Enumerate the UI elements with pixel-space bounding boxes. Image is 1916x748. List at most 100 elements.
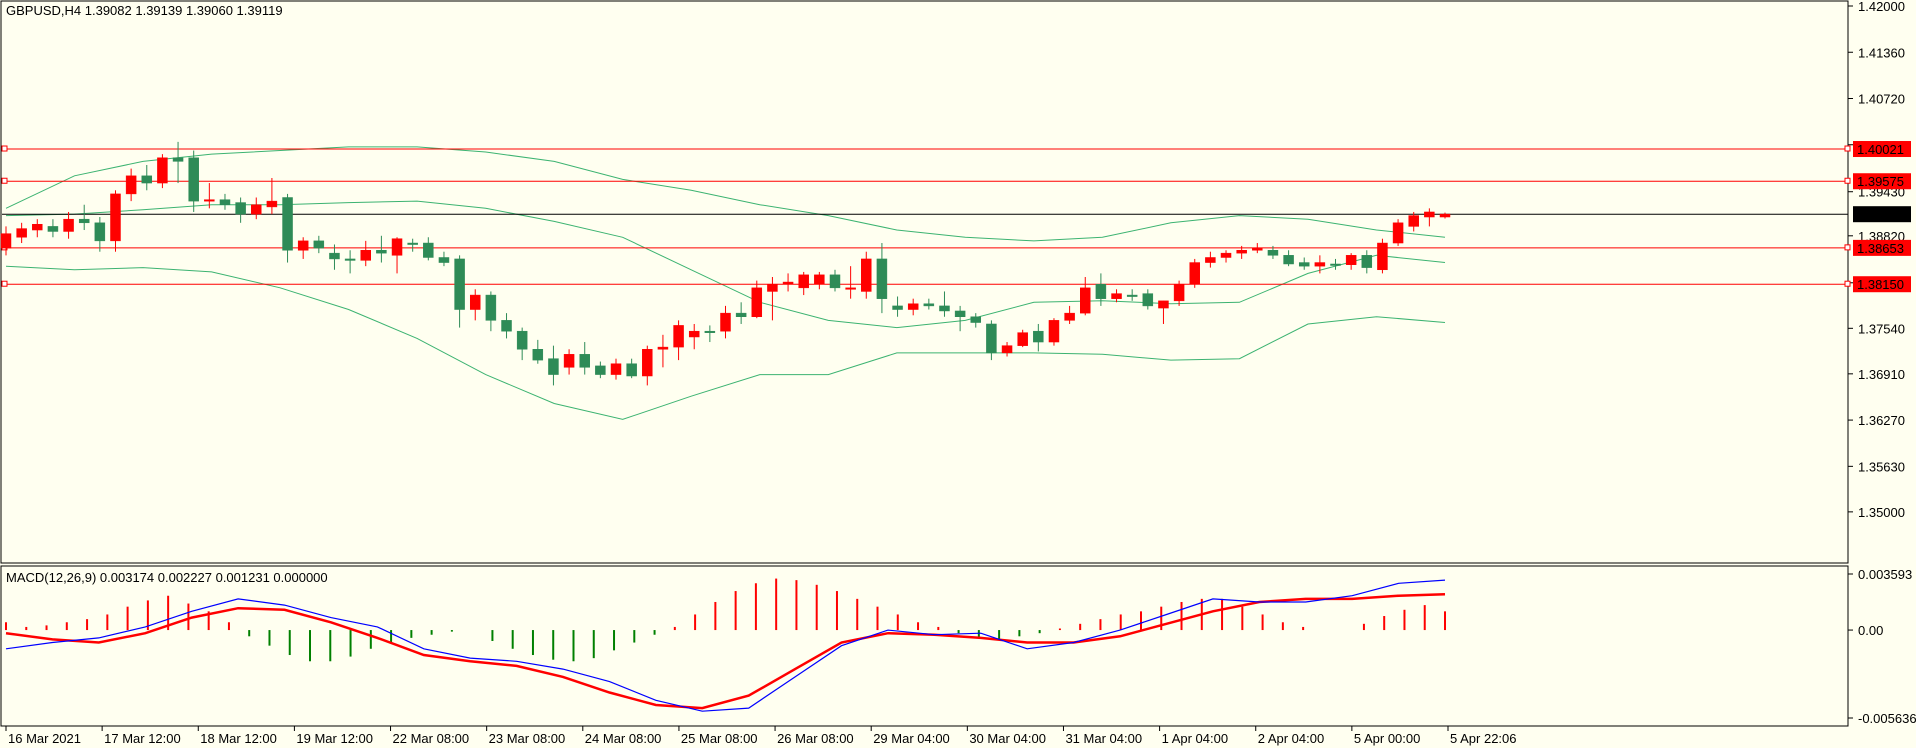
y-tick-label: 1.40720	[1858, 92, 1905, 107]
candle-body	[1330, 263, 1341, 266]
candle-body	[767, 283, 778, 292]
candle-body	[1126, 294, 1138, 297]
candle-body	[1205, 257, 1216, 263]
candle-body	[94, 222, 106, 242]
candle-body	[438, 257, 450, 263]
candle-body	[642, 349, 653, 377]
candle-body	[266, 200, 278, 208]
candle-body	[688, 330, 700, 338]
candle-body	[78, 218, 90, 224]
candle-body	[157, 157, 168, 184]
level-price-tags: 1.40021 1.39575 1.38653 1.38150 1.39119	[1853, 141, 1911, 293]
x-tick-label: 1 Apr 04:00	[1162, 731, 1229, 746]
candle-body	[939, 305, 950, 312]
candle-body	[1439, 213, 1451, 218]
candle-body	[861, 258, 872, 292]
macd-y-tick-label: 0.003593	[1858, 567, 1912, 582]
macd-signal-line	[5, 592, 1446, 710]
level-tag-bg	[1853, 141, 1911, 158]
candle-body	[469, 294, 481, 310]
candle-body	[579, 354, 590, 368]
level-anchor-right	[1844, 145, 1851, 152]
x-tick-label: 31 Mar 04:00	[1065, 731, 1142, 746]
candle-body	[970, 316, 982, 323]
candle-body	[1064, 312, 1075, 321]
candle-body	[1111, 293, 1122, 299]
candle-body	[1001, 345, 1013, 354]
candle-body	[1283, 255, 1294, 265]
candle-body	[1408, 215, 1419, 227]
y-tick-label: 1.36910	[1858, 367, 1905, 382]
candle-body	[47, 226, 59, 232]
candle-body	[798, 274, 809, 289]
y-tick-label: 1.42000	[1858, 0, 1905, 14]
macd-header: MACD(12,26,9) 0.003174 0.002227 0.001231…	[6, 570, 328, 585]
level-anchor-right	[1844, 280, 1851, 287]
x-tick-label: 26 Mar 08:00	[777, 731, 854, 746]
candle-body	[704, 330, 716, 333]
y-tick-label: 1.37540	[1858, 321, 1905, 336]
candle-body	[344, 258, 356, 261]
candle-body	[876, 258, 888, 299]
band-lower	[5, 265, 1446, 420]
level-tag-label: 1.38653	[1857, 241, 1904, 256]
x-tick-label: 29 Mar 04:00	[873, 731, 950, 746]
candle-body	[829, 274, 841, 289]
level-tag-label: 1.40021	[1857, 142, 1904, 157]
candlesticks	[0, 141, 1451, 386]
macd-main-line	[5, 579, 1446, 712]
candle-body	[563, 354, 575, 368]
level-tag-bg	[1853, 173, 1911, 190]
candle-body	[391, 238, 403, 256]
candle-body	[0, 233, 12, 249]
horizontal-levels	[1, 145, 1851, 287]
level-anchor-left	[1, 145, 8, 152]
candle-body	[907, 303, 919, 310]
current-price-tag-bg	[1853, 206, 1911, 223]
y-tick-label: 1.41360	[1858, 45, 1905, 60]
candle-body	[923, 303, 935, 307]
x-tick-label: 18 Mar 12:00	[200, 731, 277, 746]
candle-body	[282, 197, 293, 251]
candle-body	[1158, 300, 1169, 309]
candle-body	[32, 223, 43, 231]
candle-body	[735, 312, 747, 317]
candle-body	[1142, 293, 1154, 307]
candle-body	[626, 363, 637, 377]
level-anchor-right	[1844, 177, 1851, 184]
level-tag-bg	[1853, 276, 1911, 293]
candle-body	[297, 240, 309, 251]
candle-body	[501, 320, 512, 332]
candle-body	[845, 287, 856, 290]
candle-body	[610, 363, 622, 375]
candle-body	[1033, 330, 1044, 343]
candle-body	[63, 218, 74, 232]
candle-body	[16, 228, 27, 238]
macd-y-tick-label: -0.005636	[1858, 711, 1916, 726]
x-tick-label: 25 Mar 08:00	[681, 731, 758, 746]
candle-body	[251, 204, 262, 215]
candle-body	[329, 252, 340, 260]
y-tick-label: 1.36270	[1858, 413, 1905, 428]
candle-body	[454, 258, 465, 310]
candle-body	[423, 242, 434, 258]
candle-body	[1189, 262, 1200, 285]
candle-body	[782, 281, 794, 285]
candle-body	[1017, 332, 1028, 346]
macd-pane-frame	[0, 565, 1849, 727]
candle-body	[1252, 247, 1263, 251]
macd-y-tick-label: 0.00	[1858, 623, 1883, 638]
candle-body	[954, 310, 966, 317]
macd-indicator	[5, 578, 1446, 712]
candle-body	[1345, 255, 1357, 265]
candle-body	[204, 199, 215, 202]
level-tag-bg	[1853, 239, 1911, 256]
candle-body	[235, 202, 246, 215]
candle-body	[1377, 242, 1388, 271]
candle-body	[313, 240, 325, 249]
level-tag-label: 1.38150	[1857, 277, 1904, 292]
x-tick-label: 24 Mar 08:00	[585, 731, 662, 746]
candle-body	[595, 365, 606, 375]
band-upper	[5, 146, 1446, 242]
